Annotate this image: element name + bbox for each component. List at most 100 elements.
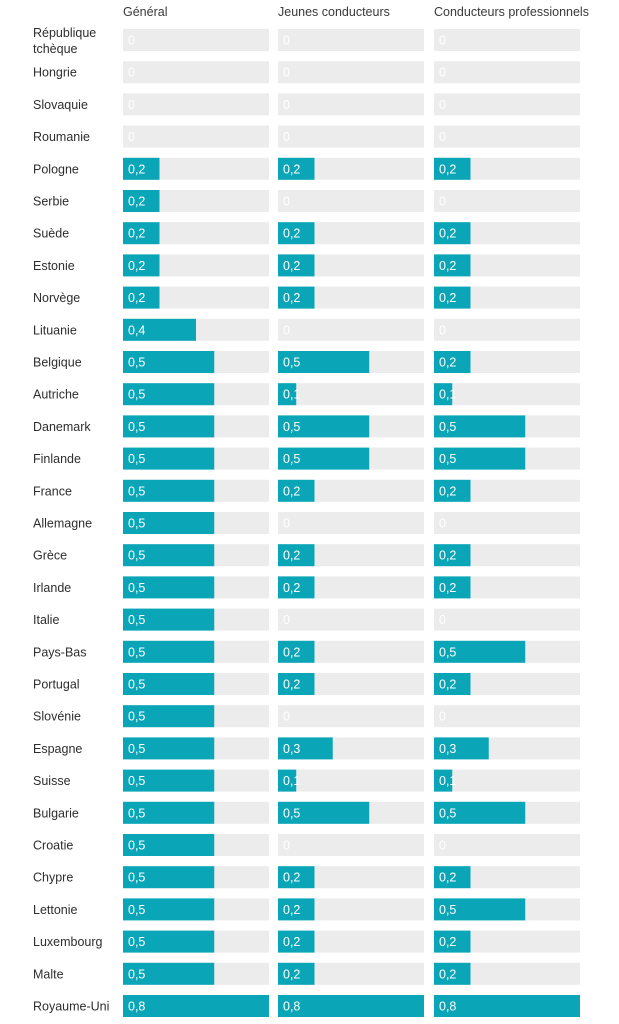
value-label: 0,2 xyxy=(439,871,456,885)
country-label: Slovénie xyxy=(33,710,81,724)
bar xyxy=(434,673,471,695)
bar xyxy=(278,415,370,438)
bar xyxy=(434,415,526,438)
bar xyxy=(123,447,215,470)
bar xyxy=(434,769,453,792)
value-label: 0 xyxy=(283,323,290,337)
bar-track xyxy=(434,834,580,856)
bar-track xyxy=(123,125,269,148)
country-label: Lituanie xyxy=(33,323,77,337)
value-label: 0,5 xyxy=(128,581,145,595)
bar-track xyxy=(278,512,424,534)
bar-track xyxy=(278,93,424,116)
value-label: 0,5 xyxy=(128,710,145,724)
value-label: 0,5 xyxy=(439,645,456,659)
country-label: Belgique xyxy=(33,356,82,370)
value-label: 0 xyxy=(128,66,135,80)
bar-track xyxy=(123,93,269,116)
bar xyxy=(434,222,471,245)
bar-track xyxy=(278,190,424,212)
value-label: 0,2 xyxy=(439,581,456,595)
value-label: 0,5 xyxy=(128,839,145,853)
value-label: 0,2 xyxy=(439,484,456,498)
bar xyxy=(434,383,453,406)
bar xyxy=(278,866,315,889)
value-label: 0,2 xyxy=(283,227,300,241)
bar xyxy=(278,479,315,502)
value-label: 0,1 xyxy=(283,388,300,402)
bar xyxy=(123,866,215,889)
bar xyxy=(123,962,215,985)
country-label: Lettonie xyxy=(33,903,78,917)
column-header: Général xyxy=(123,5,167,19)
bar-track xyxy=(434,125,580,148)
bar xyxy=(123,930,215,953)
bar xyxy=(278,447,370,470)
bar xyxy=(434,640,526,663)
bar xyxy=(123,640,215,663)
value-label: 0 xyxy=(439,34,446,48)
value-label: 0,5 xyxy=(128,549,145,563)
bar-track xyxy=(278,769,424,792)
value-label: 0,2 xyxy=(439,549,456,563)
bar xyxy=(434,866,471,889)
value-label: 0 xyxy=(283,195,290,209)
value-label: 0,5 xyxy=(128,742,145,756)
value-label: 0,8 xyxy=(283,1000,300,1014)
bar-track xyxy=(278,834,424,856)
bar xyxy=(278,801,370,824)
bar xyxy=(278,995,424,1017)
bar-track xyxy=(278,608,424,631)
bar xyxy=(434,286,471,309)
bar-track xyxy=(434,705,580,728)
value-label: 0,5 xyxy=(128,645,145,659)
value-label: 0,5 xyxy=(128,420,145,434)
bar-track xyxy=(434,512,580,534)
country-label: Espagne xyxy=(33,742,82,756)
bar xyxy=(123,383,215,406)
bar xyxy=(278,640,315,663)
country-label: Serbie xyxy=(33,195,69,209)
value-label: 0,2 xyxy=(283,678,300,692)
bar xyxy=(434,930,471,953)
value-label: 0,5 xyxy=(128,903,145,917)
value-label: 0,5 xyxy=(439,420,456,434)
bar xyxy=(278,673,315,695)
country-label: Malte xyxy=(33,967,64,981)
bar-track xyxy=(278,318,424,341)
bar xyxy=(123,415,215,438)
country-label: Luxembourg xyxy=(33,935,103,949)
country-label: Croatie xyxy=(33,839,73,853)
value-label: 0,2 xyxy=(128,162,145,176)
value-label: 0,2 xyxy=(128,259,145,273)
bar-track xyxy=(434,318,580,341)
bar-track xyxy=(434,608,580,631)
bar xyxy=(123,479,215,502)
value-label: 0 xyxy=(283,613,290,627)
value-label: 0 xyxy=(439,195,446,209)
bar xyxy=(123,286,160,309)
bar xyxy=(434,737,489,760)
value-label: 0 xyxy=(439,710,446,724)
bar xyxy=(123,834,215,856)
value-label: 0,2 xyxy=(283,259,300,273)
value-label: 0,2 xyxy=(439,678,456,692)
country-label: Estonie xyxy=(33,259,75,273)
bar xyxy=(434,479,471,502)
bar-track xyxy=(434,93,580,116)
bar-track xyxy=(278,61,424,84)
value-label: 0 xyxy=(283,839,290,853)
bar xyxy=(278,157,315,180)
value-label: 0,5 xyxy=(283,452,300,466)
value-label: 0,2 xyxy=(439,967,456,981)
value-label: 0,2 xyxy=(283,967,300,981)
country-label: Pays-Bas xyxy=(33,645,87,659)
value-label: 0,5 xyxy=(128,484,145,498)
country-label: Chypre xyxy=(33,871,73,885)
bar xyxy=(278,286,315,309)
value-label: 0,5 xyxy=(128,517,145,531)
value-label: 0,2 xyxy=(283,645,300,659)
value-label: 0,2 xyxy=(439,291,456,305)
value-label: 0,2 xyxy=(283,549,300,563)
bar xyxy=(434,801,526,824)
